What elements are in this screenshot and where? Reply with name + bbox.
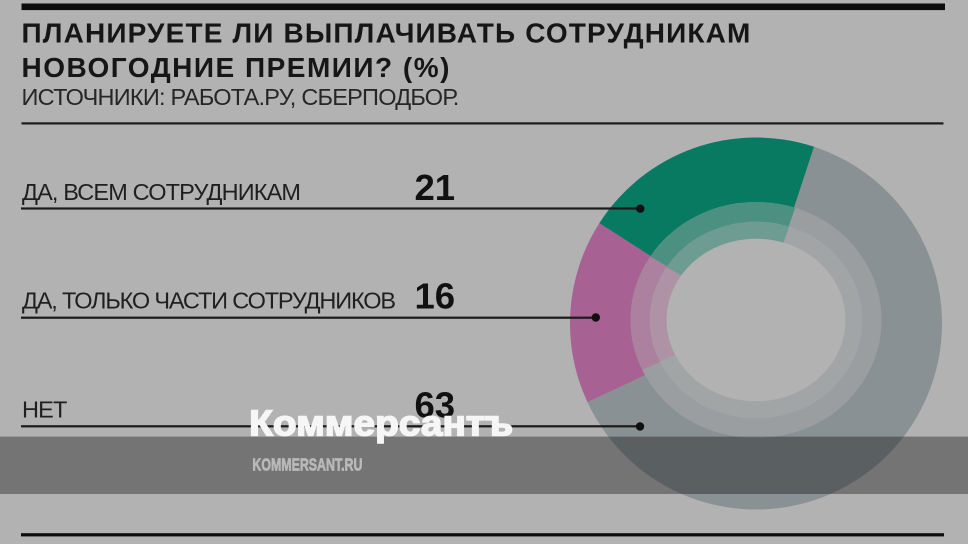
svg-text:НЕТ: НЕТ [22,396,67,422]
svg-text:НОВОГОДНИЕ ПРЕМИИ? (%): НОВОГОДНИЕ ПРЕМИИ? (%) [22,52,451,83]
svg-text:KOMMERSANT.RU: KOMMERSANT.RU [252,455,362,475]
svg-text:63: 63 [415,384,456,425]
svg-text:16: 16 [415,275,456,316]
svg-text:ПЛАНИРУЕТЕ ЛИ ВЫПЛАЧИВАТЬ СОТР: ПЛАНИРУЕТЕ ЛИ ВЫПЛАЧИВАТЬ СОТРУДНИКАМ [22,17,752,48]
svg-text:ДА, ТОЛЬКО ЧАСТИ СОТРУДНИКОВ: ДА, ТОЛЬКО ЧАСТИ СОТРУДНИКОВ [22,287,395,313]
svg-text:ИСТОЧНИКИ: РАБОТА.РУ, СБЕРПОДБ: ИСТОЧНИКИ: РАБОТА.РУ, СБЕРПОДБОР. [22,84,459,110]
svg-text:ДА, ВСЕМ СОТРУДНИКАМ: ДА, ВСЕМ СОТРУДНИКАМ [22,179,300,205]
svg-text:21: 21 [415,167,456,208]
svg-text:Коммерсантъ: Коммерсантъ [249,403,513,444]
